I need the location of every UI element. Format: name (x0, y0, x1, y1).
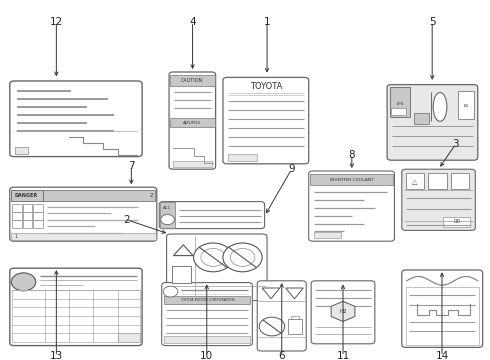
Polygon shape (286, 288, 303, 299)
Circle shape (223, 243, 262, 272)
Text: H2: H2 (339, 309, 347, 314)
Circle shape (201, 248, 225, 266)
Bar (170, 118, 215, 127)
Text: △: △ (413, 179, 417, 185)
Bar (23, 220, 32, 228)
Bar (406, 173, 424, 189)
Bar (451, 173, 469, 189)
FancyBboxPatch shape (10, 268, 142, 346)
Ellipse shape (433, 93, 447, 121)
Bar (15, 147, 28, 154)
Bar (291, 316, 299, 319)
Bar (164, 336, 250, 343)
Bar (173, 161, 212, 167)
Bar (11, 233, 156, 240)
FancyBboxPatch shape (387, 85, 478, 160)
Text: B1: B1 (464, 104, 468, 108)
Text: 14: 14 (435, 351, 449, 360)
Text: TOYOTA: TOYOTA (249, 82, 282, 91)
Text: 5: 5 (429, 17, 436, 27)
Circle shape (230, 248, 255, 266)
Circle shape (163, 286, 178, 297)
Text: TOYOTA MOTOR CORPORATION: TOYOTA MOTOR CORPORATION (180, 298, 234, 302)
Bar (414, 113, 429, 124)
Text: 6: 6 (278, 351, 285, 360)
Circle shape (194, 243, 233, 272)
Text: 9: 9 (288, 164, 295, 174)
Text: 2: 2 (149, 193, 153, 198)
FancyBboxPatch shape (162, 283, 252, 346)
Bar (391, 108, 406, 115)
Text: 1: 1 (264, 17, 270, 27)
Bar (406, 287, 479, 345)
Text: 7: 7 (128, 161, 135, 171)
Bar (12, 212, 22, 220)
Text: AJXUFDS: AJXUFDS (183, 121, 201, 125)
FancyBboxPatch shape (159, 202, 265, 229)
Bar (443, 217, 470, 227)
Bar (390, 87, 410, 117)
Bar (310, 174, 393, 185)
Text: 1: 1 (15, 234, 18, 239)
Circle shape (259, 317, 285, 336)
Polygon shape (173, 245, 193, 256)
Text: 8: 8 (348, 150, 355, 160)
Bar (23, 212, 32, 220)
Text: CAUTION: CAUTION (181, 78, 203, 83)
FancyBboxPatch shape (309, 171, 394, 241)
Bar (43, 190, 155, 201)
Text: 2: 2 (123, 215, 130, 225)
Text: 3: 3 (452, 139, 459, 149)
Bar (33, 212, 43, 220)
FancyBboxPatch shape (223, 77, 309, 164)
Text: DANGER: DANGER (15, 193, 38, 198)
FancyBboxPatch shape (10, 187, 157, 241)
FancyBboxPatch shape (10, 81, 142, 157)
Text: ACC: ACC (163, 206, 172, 210)
Text: 10: 10 (200, 351, 213, 360)
Text: 13: 13 (49, 351, 63, 360)
Bar (314, 232, 341, 238)
Circle shape (161, 215, 174, 225)
Bar (160, 202, 175, 228)
Bar (12, 204, 22, 212)
FancyBboxPatch shape (402, 270, 483, 347)
Text: INVERTER COOLANT: INVERTER COOLANT (330, 177, 373, 182)
Bar (172, 266, 191, 283)
Text: 4: 4 (189, 17, 196, 27)
Bar (428, 173, 447, 189)
FancyBboxPatch shape (167, 234, 267, 301)
Bar (23, 204, 32, 212)
Bar (118, 333, 140, 342)
Bar (12, 220, 22, 228)
Bar (33, 220, 43, 228)
Text: 00: 00 (454, 219, 461, 224)
Bar (11, 190, 43, 201)
Polygon shape (262, 288, 280, 299)
Bar (458, 91, 474, 119)
Bar (170, 75, 215, 86)
FancyBboxPatch shape (311, 281, 375, 344)
Text: 12: 12 (49, 17, 63, 27)
Polygon shape (331, 301, 355, 321)
FancyBboxPatch shape (169, 72, 216, 169)
Circle shape (11, 273, 36, 291)
Bar (33, 204, 43, 212)
Text: LPS: LPS (396, 102, 404, 107)
FancyBboxPatch shape (257, 281, 306, 351)
Text: 11: 11 (336, 351, 350, 360)
Bar (228, 154, 257, 161)
Bar (288, 319, 302, 334)
Bar (164, 296, 250, 304)
FancyBboxPatch shape (402, 169, 475, 230)
